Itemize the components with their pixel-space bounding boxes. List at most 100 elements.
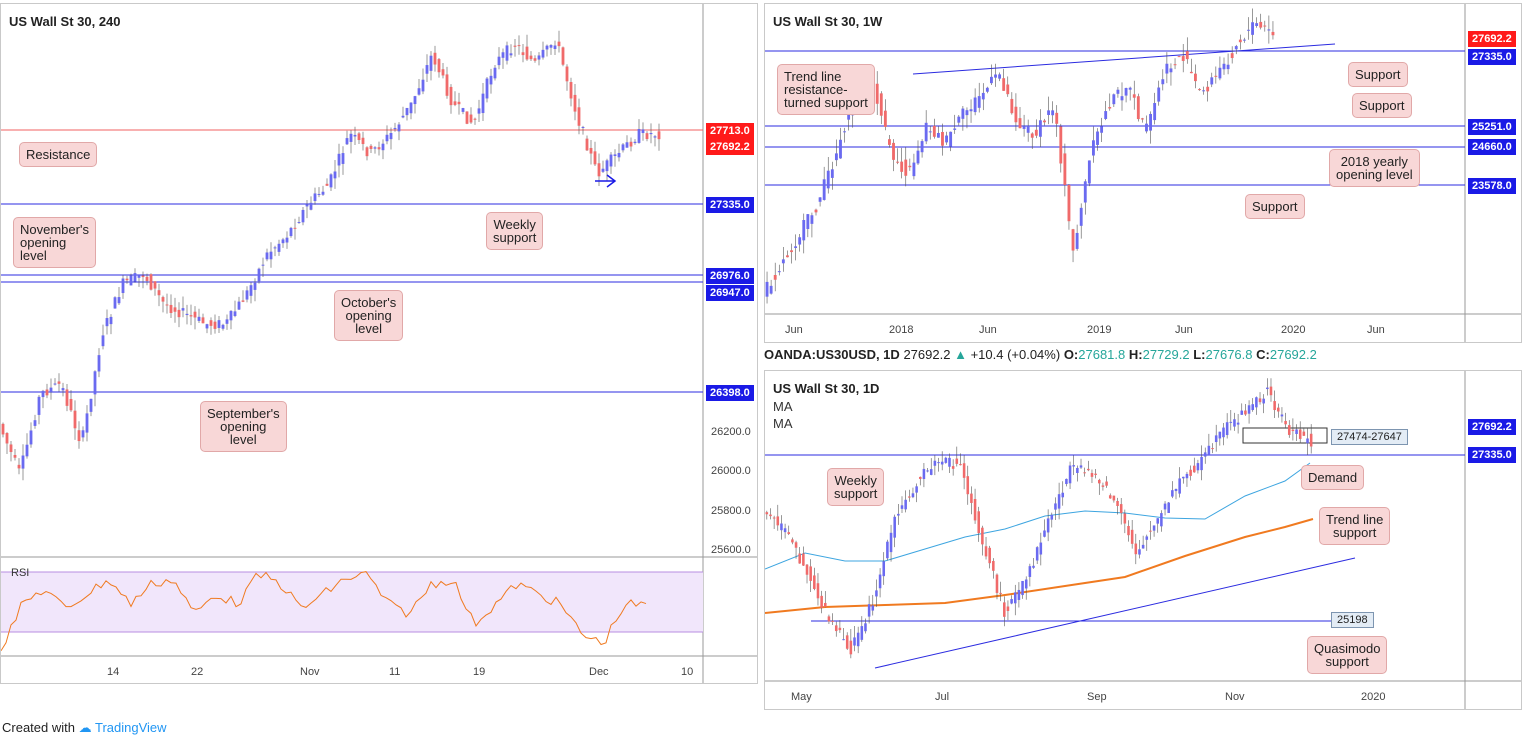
- candle-body: [397, 124, 401, 132]
- y-tick: 26000.0: [711, 465, 751, 477]
- candle-body: [1024, 579, 1028, 589]
- candle-body: [13, 454, 17, 458]
- candle-body: [798, 553, 801, 564]
- candle-body: [65, 389, 69, 406]
- candle-body: [1028, 566, 1032, 577]
- candle-body: [549, 45, 553, 48]
- candle-body: [1203, 452, 1207, 457]
- candle-body: [1178, 478, 1181, 494]
- candle-body: [253, 282, 257, 290]
- chart-panel-1d[interactable]: US Wall St 30, 1D MA MA Weekly support D…: [764, 370, 1522, 710]
- candle-body: [999, 592, 1002, 594]
- chart-panel-1w[interactable]: US Wall St 30, 1W Trend line resistance-…: [764, 3, 1522, 343]
- candle-body: [413, 96, 417, 105]
- rsi-band: [1, 572, 703, 632]
- candle-body: [1003, 602, 1006, 617]
- candle-body: [806, 214, 810, 230]
- candle-body: [981, 527, 984, 545]
- candle-body: [597, 163, 601, 177]
- candle-body: [1010, 599, 1013, 604]
- x-tick: May: [791, 691, 812, 703]
- candle-body: [856, 632, 860, 647]
- candle-body: [794, 246, 798, 248]
- candle-body: [213, 321, 217, 329]
- candle-body: [1035, 547, 1039, 561]
- chart-panel-240[interactable]: US Wall St 30, 240 RSI Resistance Novemb…: [0, 3, 758, 684]
- candle-body: [973, 97, 977, 113]
- candle-body: [941, 132, 944, 146]
- candle-body: [517, 45, 521, 47]
- candle-body: [105, 318, 109, 327]
- candle-body: [977, 96, 981, 108]
- candle-body: [497, 56, 501, 66]
- candle-body: [305, 204, 309, 207]
- candle-body: [485, 78, 489, 99]
- candle-body: [1090, 473, 1094, 477]
- candle-body: [1112, 94, 1116, 105]
- price-label-27692: 27692.2: [1468, 419, 1516, 435]
- candle-body: [1010, 98, 1014, 114]
- candle-body: [977, 511, 980, 534]
- candle-body: [1138, 549, 1141, 555]
- candle-body: [293, 227, 297, 229]
- candle-body: [878, 574, 882, 589]
- candle-body: [933, 460, 937, 466]
- note-support: Support: [1352, 93, 1412, 118]
- note-september: September's opening level: [200, 401, 287, 452]
- candle-body: [309, 202, 313, 210]
- candle-body: [569, 82, 573, 99]
- chart-title: US Wall St 30, 240: [9, 14, 121, 29]
- x-tick: Dec: [589, 666, 609, 678]
- x-tick: Jun: [1367, 324, 1385, 336]
- candle-body: [361, 137, 365, 145]
- tradingview-logo-icon[interactable]: ☁: [78, 720, 92, 735]
- candle-body: [545, 45, 549, 50]
- x-tick: Nov: [1225, 691, 1245, 703]
- candle-body: [33, 420, 37, 426]
- candle-body: [849, 640, 853, 655]
- candle-body: [1269, 386, 1273, 396]
- candle-body: [918, 476, 922, 479]
- candle-body: [1047, 110, 1050, 115]
- candle-body: [289, 227, 293, 237]
- candle-body: [772, 517, 776, 519]
- candle-body: [1087, 468, 1090, 471]
- candle-body: [1055, 112, 1059, 124]
- candles-240: [1, 4, 757, 683]
- candle-body: [830, 169, 834, 178]
- candle-body: [961, 108, 965, 119]
- candle-body: [1083, 472, 1086, 474]
- candle-body: [1123, 513, 1127, 524]
- candle-body: [481, 93, 485, 114]
- candle-body: [377, 147, 381, 150]
- candle-body: [1238, 39, 1242, 43]
- note-weekly-support: Weekly support: [486, 212, 544, 250]
- tradingview-link[interactable]: TradingView: [95, 720, 167, 735]
- note-support: Support: [1348, 62, 1408, 87]
- candle-body: [1096, 131, 1099, 145]
- candle-body: [1112, 495, 1116, 501]
- candle-body: [165, 304, 169, 306]
- candle-body: [1105, 481, 1108, 486]
- candle-body: [1079, 207, 1083, 226]
- candle-body: [1210, 77, 1214, 85]
- candle-body: [769, 514, 772, 517]
- candle-body: [29, 430, 33, 445]
- candle-body: [781, 259, 785, 264]
- candle-body: [805, 564, 809, 575]
- candle-body: [401, 115, 405, 118]
- candle-body: [1050, 514, 1054, 520]
- candle-body: [9, 444, 13, 453]
- candle-body: [493, 67, 497, 79]
- candle-body: [1006, 606, 1010, 611]
- candle-body: [1083, 181, 1087, 203]
- candle-body: [787, 532, 791, 534]
- candle-body: [981, 92, 985, 100]
- candle-body: [1214, 435, 1218, 443]
- candle-body: [1165, 63, 1169, 74]
- candle-body: [281, 239, 285, 244]
- note-november: November's opening level: [13, 217, 96, 268]
- candle-body: [45, 389, 49, 396]
- candle-body: [1156, 518, 1160, 524]
- candle-body: [1206, 86, 1210, 92]
